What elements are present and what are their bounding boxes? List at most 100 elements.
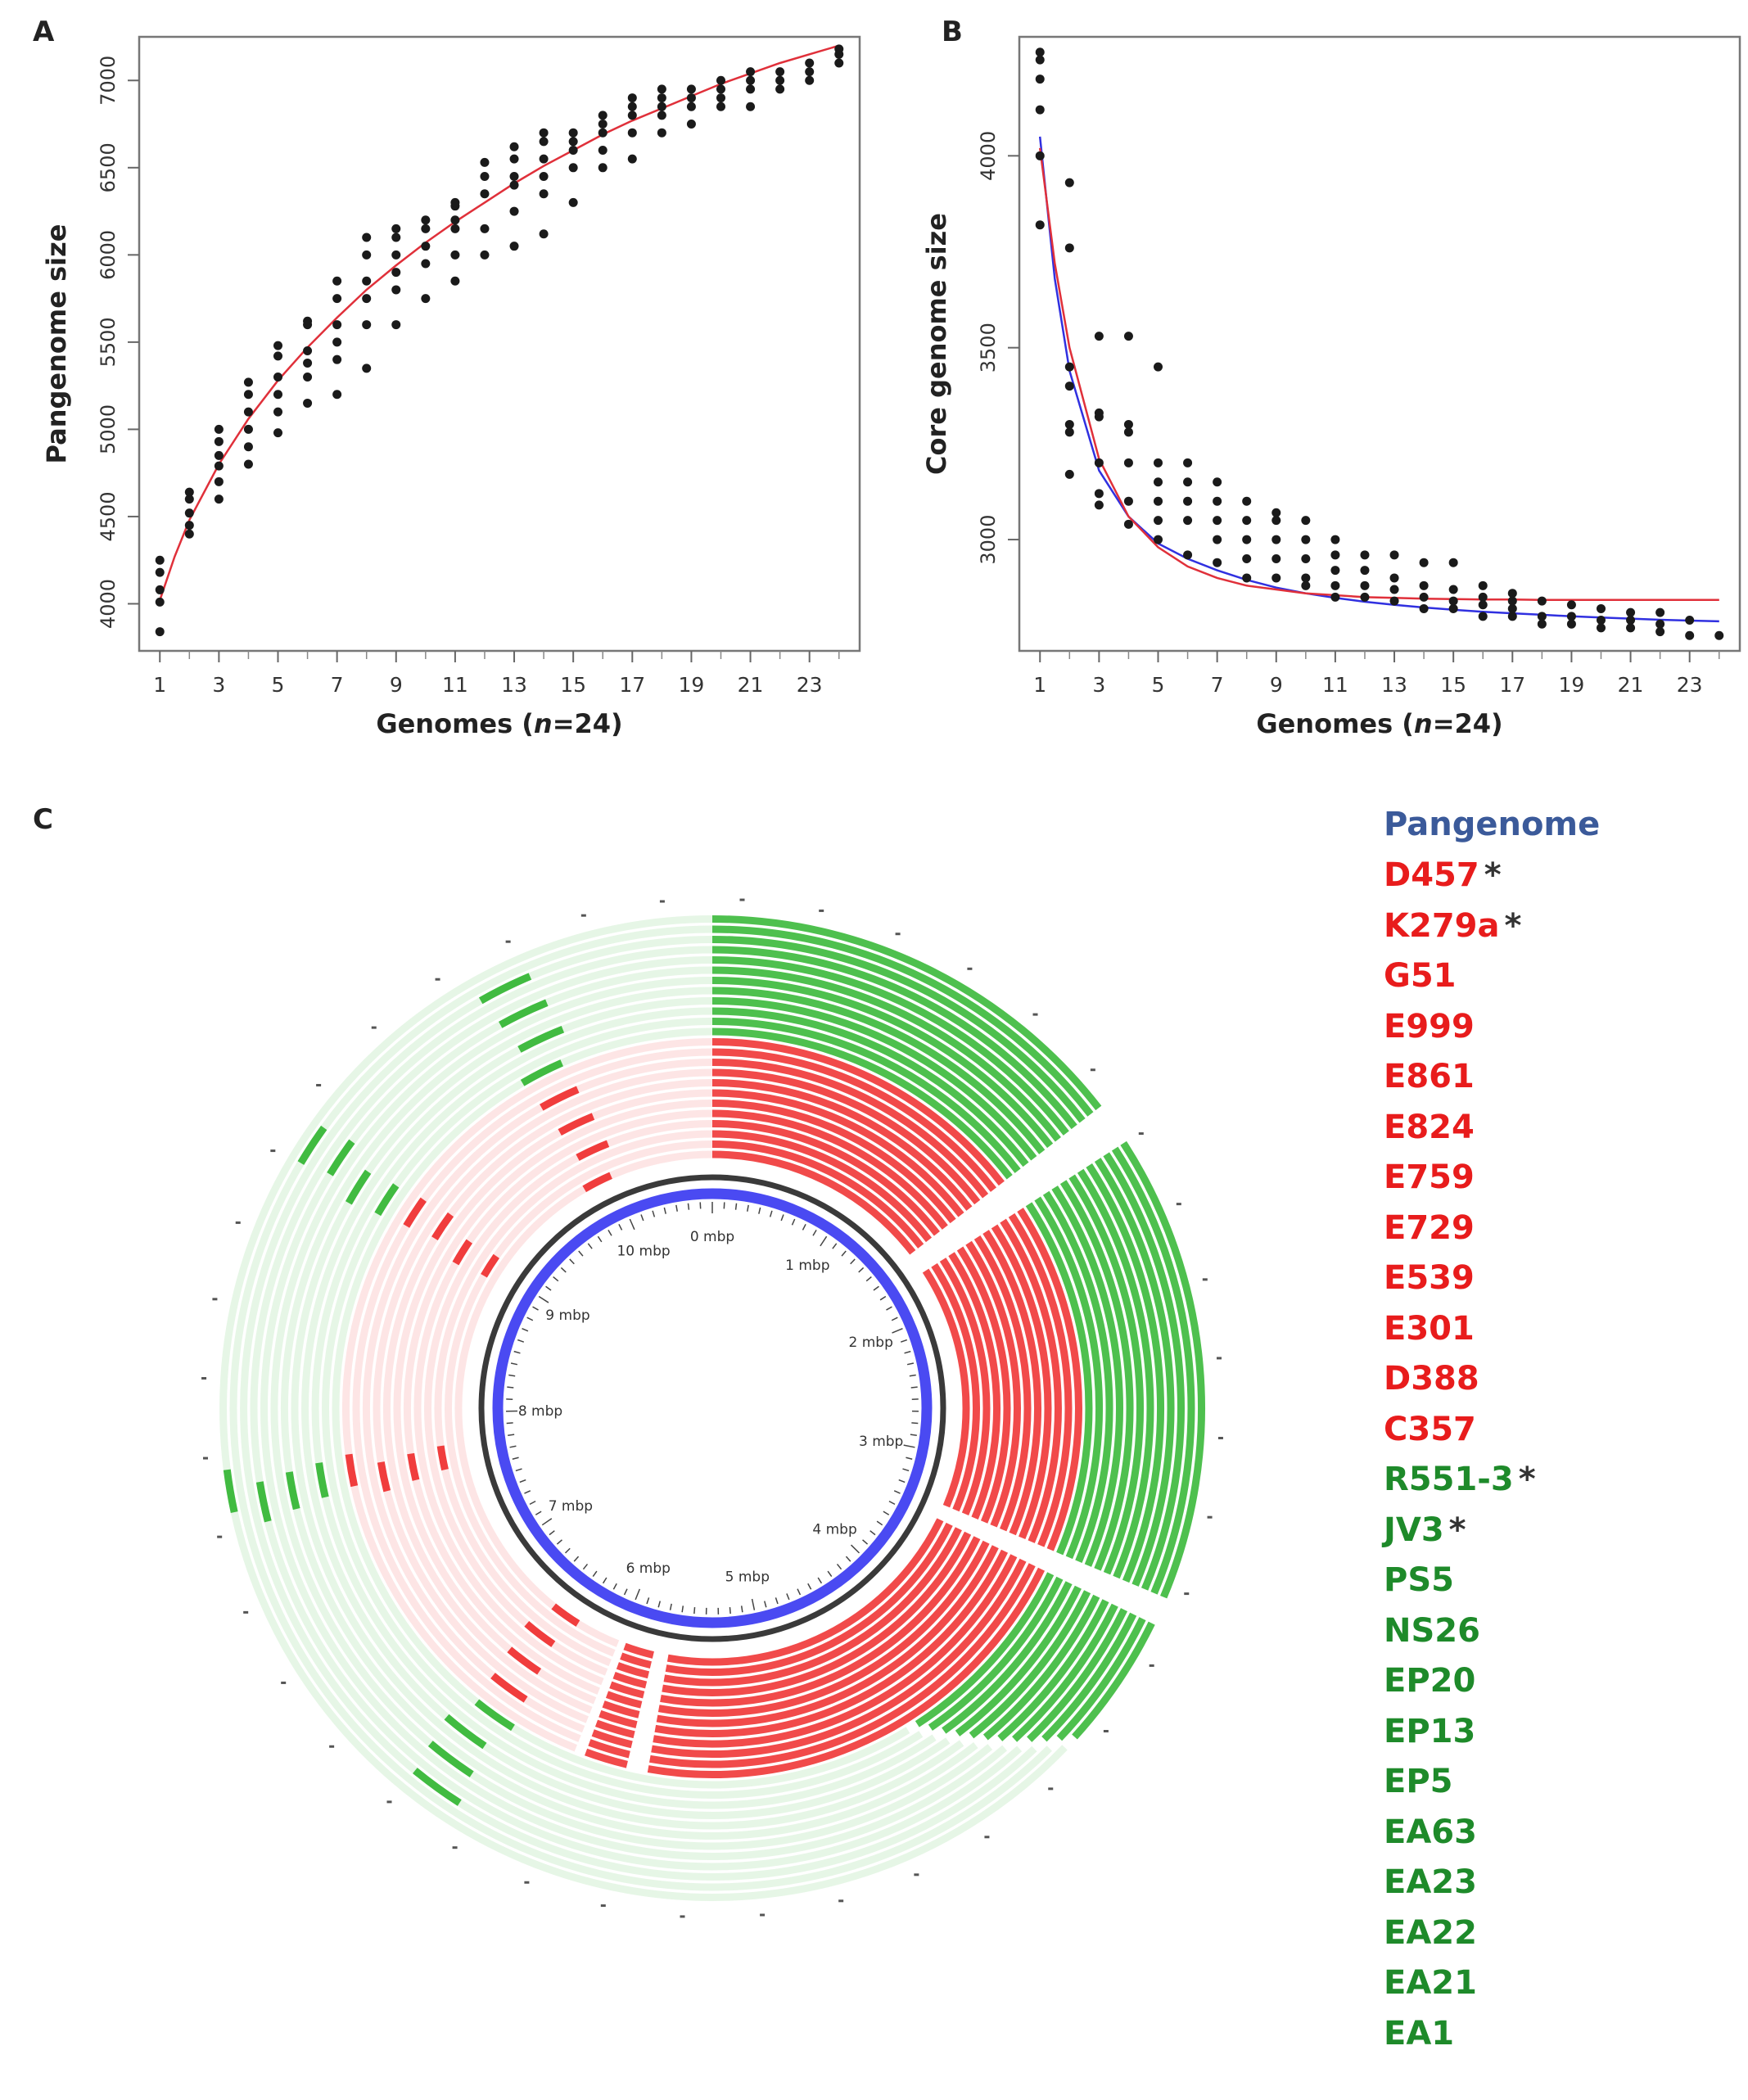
ring-E824-core bbox=[605, 1691, 643, 1709]
data-point bbox=[421, 224, 431, 233]
legend-item-E759: E759 bbox=[1384, 1159, 1475, 1195]
data-point bbox=[1596, 623, 1606, 633]
ring-G51-core bbox=[616, 1662, 650, 1679]
data-point bbox=[539, 229, 549, 239]
legend-label: E759 bbox=[1384, 1158, 1475, 1196]
data-point bbox=[391, 268, 401, 278]
data-point bbox=[1389, 585, 1399, 594]
data-point bbox=[184, 521, 194, 531]
ring-G51-core bbox=[663, 1527, 962, 1687]
data-point bbox=[657, 111, 666, 120]
data-point bbox=[273, 351, 283, 361]
ring-JV3-core bbox=[711, 1018, 1021, 1173]
axis-tick bbox=[841, 1250, 847, 1257]
outer-mark bbox=[967, 967, 973, 970]
ring-EP20-core bbox=[711, 987, 1046, 1154]
axis-label-7: 7 mbp bbox=[549, 1498, 593, 1515]
ring-E759-block bbox=[558, 1113, 595, 1136]
data-point bbox=[1154, 458, 1163, 467]
axis-tick bbox=[850, 1544, 860, 1554]
data-point bbox=[1626, 616, 1636, 625]
ring-EA23-block bbox=[255, 1481, 272, 1523]
data-point bbox=[1213, 535, 1222, 544]
data-point bbox=[1389, 573, 1399, 583]
axis-tick bbox=[524, 1490, 531, 1494]
legend-star: * bbox=[1518, 1461, 1536, 1498]
ring-E539-core bbox=[991, 1224, 1052, 1540]
data-point bbox=[184, 487, 194, 497]
data-point bbox=[391, 250, 401, 260]
legend-title-text: Pangenome bbox=[1384, 806, 1601, 843]
data-point bbox=[1714, 630, 1724, 640]
ring-JV3-core bbox=[928, 1576, 1064, 1731]
ring-EA21-core bbox=[711, 925, 1094, 1117]
x-tick-label-17: 17 bbox=[619, 673, 645, 697]
outer-mark bbox=[270, 1149, 276, 1153]
data-point bbox=[421, 242, 431, 251]
ring-EA22-core bbox=[711, 936, 1086, 1123]
data-point bbox=[1626, 623, 1636, 633]
ring-EA22-accessory bbox=[240, 936, 1037, 1881]
ring-E729-block bbox=[431, 1212, 454, 1240]
legend-star: * bbox=[1504, 906, 1522, 945]
axis-tick bbox=[526, 1316, 534, 1321]
x-tick-label-1: 1 bbox=[1033, 673, 1046, 697]
data-point bbox=[155, 585, 165, 594]
axis-tick bbox=[817, 1577, 823, 1584]
ring-E301-core bbox=[711, 1059, 989, 1199]
axis-label-2: 2 mbp bbox=[849, 1335, 893, 1351]
outer-mark bbox=[371, 1026, 377, 1029]
data-point bbox=[155, 627, 165, 637]
data-point bbox=[1094, 458, 1104, 467]
data-point bbox=[1330, 566, 1340, 576]
data-point bbox=[598, 145, 608, 155]
data-point bbox=[568, 163, 578, 173]
data-point bbox=[1094, 408, 1104, 418]
axis-tick bbox=[587, 1243, 593, 1249]
outer-mark bbox=[1216, 1357, 1222, 1360]
ring-EA21-accessory bbox=[229, 925, 1052, 1891]
data-point bbox=[1360, 592, 1370, 602]
x-tick-label-19: 19 bbox=[1559, 673, 1585, 697]
axis-tick bbox=[764, 1601, 767, 1608]
axis-tick bbox=[522, 1328, 529, 1332]
axis-label-10: 10 mbp bbox=[617, 1243, 670, 1259]
ring-R551-3-core bbox=[711, 1027, 1013, 1180]
ring-E759-core bbox=[602, 1700, 640, 1718]
legend-item-EP20: EP20 bbox=[1384, 1663, 1475, 1699]
x-tick-label-7: 7 bbox=[331, 673, 344, 697]
data-point bbox=[332, 337, 342, 347]
y-axis-title: Pangenome size bbox=[41, 224, 72, 464]
data-point bbox=[1360, 550, 1370, 560]
data-point bbox=[450, 276, 460, 286]
data-point bbox=[421, 259, 431, 269]
data-point bbox=[716, 75, 725, 85]
data-point bbox=[1064, 243, 1074, 253]
axis-tick bbox=[693, 1606, 696, 1615]
outer-mark bbox=[739, 898, 745, 901]
data-point bbox=[657, 84, 666, 94]
data-point bbox=[1242, 535, 1252, 544]
data-point bbox=[1301, 516, 1311, 526]
data-point bbox=[362, 320, 372, 330]
axis-tick bbox=[618, 1223, 623, 1231]
outer-mark bbox=[1176, 1203, 1181, 1206]
axis-tick bbox=[775, 1597, 779, 1605]
x-tick-label-23: 23 bbox=[797, 673, 823, 697]
ring-E861-core bbox=[660, 1536, 981, 1707]
axis-tick bbox=[812, 1230, 817, 1236]
ring-E301-core bbox=[651, 1558, 1027, 1758]
data-point bbox=[303, 372, 313, 382]
axis-tick bbox=[802, 1223, 806, 1231]
legend-label: D457 bbox=[1384, 856, 1479, 894]
outer-mark bbox=[895, 933, 901, 936]
data-point bbox=[273, 341, 283, 350]
legend-item-K279a: K279a * bbox=[1384, 908, 1521, 944]
x-tick-label-1: 1 bbox=[153, 673, 166, 697]
data-point bbox=[1064, 427, 1074, 437]
axis-tick bbox=[873, 1285, 879, 1291]
axis-tick bbox=[879, 1295, 887, 1301]
outer-mark bbox=[524, 1881, 530, 1884]
data-point bbox=[362, 250, 372, 260]
